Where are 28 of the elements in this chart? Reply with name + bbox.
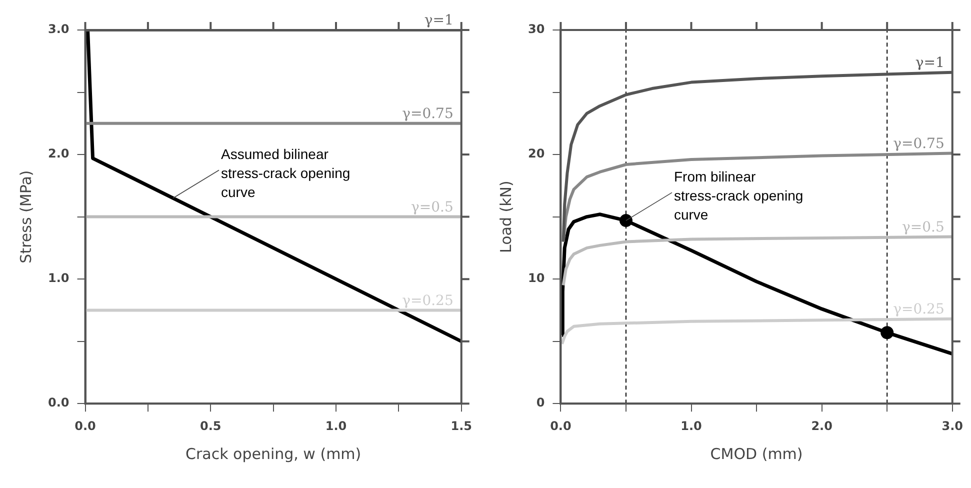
y-tick-label: 20 xyxy=(528,146,545,161)
series-label: γ=0.75 xyxy=(402,106,454,122)
annotation: Assumed bilinear stress-crack opening curve xyxy=(221,146,350,200)
y-tick-label: 30 xyxy=(528,22,545,36)
y-tick-label: 1.0 xyxy=(48,271,70,286)
y-tick-label: 10 xyxy=(528,271,545,286)
annotation: From bilinear stress-crack opening curve xyxy=(674,168,804,222)
y-axis-title: Stress (MPa) xyxy=(16,170,35,264)
x-axis-title: CMOD (mm) xyxy=(710,444,803,463)
y-axis-title: Load (kN) xyxy=(496,180,515,253)
y-tick-label: 3.0 xyxy=(48,22,70,36)
series-label: γ=1 xyxy=(915,54,944,71)
x-tick-label: 3.0 xyxy=(942,418,964,433)
x-tick-label: 1.5 xyxy=(450,418,472,433)
x-tick-label: 1.0 xyxy=(680,418,702,433)
y-tick-label: 2.0 xyxy=(48,146,70,161)
x-tick-label: 0.0 xyxy=(550,418,572,433)
x-tick-label: 2.0 xyxy=(811,418,832,433)
series-label: γ=1 xyxy=(424,12,454,29)
x-tick-label: 0.5 xyxy=(200,418,222,433)
series-label: γ=0.75 xyxy=(893,136,944,152)
x-tick-label: 0.0 xyxy=(74,418,96,433)
series-label: γ=0.5 xyxy=(902,219,944,236)
series-label: γ=0.5 xyxy=(410,199,454,216)
x-axis-title: Crack opening, w (mm) xyxy=(185,444,362,463)
y-tick-label: 0 xyxy=(536,396,545,410)
y-tick-label: 0.0 xyxy=(48,396,70,410)
x-tick-label: 1.0 xyxy=(325,418,347,433)
